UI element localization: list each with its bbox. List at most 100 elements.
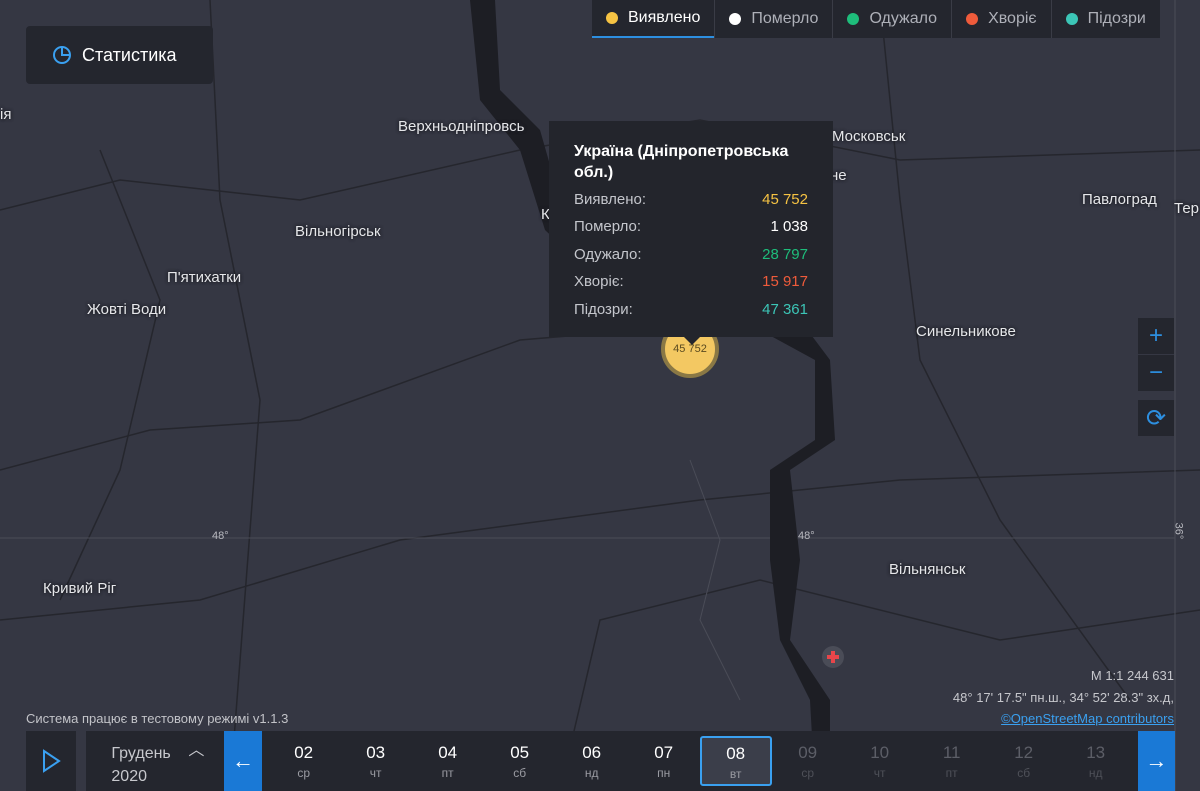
day-weekday: ср: [297, 766, 311, 780]
map-label: К: [541, 206, 550, 223]
legend-tab[interactable]: Виявлено: [592, 0, 715, 38]
tooltip-row-value: 15 917: [762, 273, 808, 291]
day-number: 02: [294, 743, 314, 762]
map-label: П'ятихатки: [167, 269, 242, 286]
map-label: Синельникове: [916, 323, 1016, 340]
tooltip-row-value: 47 361: [762, 300, 808, 318]
legend-dot-icon: [847, 13, 860, 25]
map-label: Верхньодніпровсь: [398, 118, 525, 135]
next-days-button[interactable]: →: [1137, 731, 1175, 791]
timeline: Грудень 2020 ︿ ← 02 ср 03 чт 04 пт 05 сб 06 нд 07 п…: [26, 731, 1175, 791]
map-label: не: [830, 167, 847, 184]
play-icon: [43, 749, 62, 773]
day-weekday: пт: [441, 766, 454, 780]
map-label: Кривий Ріг: [43, 580, 117, 597]
map-label: Вільнянськ: [889, 561, 966, 578]
osm-attribution-link[interactable]: ©OpenStreetMap contributors: [1001, 711, 1174, 726]
day-item[interactable]: 02 ср: [268, 731, 340, 791]
map-label: Вільногірськ: [295, 223, 381, 240]
legend-label: Померло: [751, 10, 819, 27]
tooltip-row-label: Підозри:: [574, 300, 633, 318]
tooltip-row-label: Виявлено:: [574, 191, 647, 208]
day-item[interactable]: 05 сб: [484, 731, 556, 791]
day-number: 13: [1086, 743, 1106, 762]
day-number: 08: [726, 744, 746, 763]
day-number: 04: [438, 743, 458, 762]
day-number: 11: [942, 743, 961, 762]
day-item[interactable]: 13 нд: [1060, 731, 1132, 791]
tooltip-row-value: 28 797: [762, 245, 808, 263]
cursor-coordinates: 48° 17' 17.5" пн.ш., 34° 52' 28.3" зх.д,: [952, 690, 1174, 705]
grid-label: 36°: [1172, 522, 1185, 540]
legend-tab[interactable]: Підозри: [1050, 0, 1160, 38]
grid-label: 48°: [798, 530, 815, 542]
day-weekday: вт: [729, 767, 742, 781]
map-label: ія: [0, 106, 12, 123]
legend-tab[interactable]: Хворіє: [951, 0, 1051, 38]
tooltip-row-label: Померло:: [574, 218, 642, 236]
map-label: Тер: [1174, 200, 1200, 217]
zoom-in-button[interactable]: +: [1138, 318, 1174, 354]
map-label: Павлоград: [1082, 191, 1157, 208]
tooltip-row: Виявлено: 45 752: [574, 191, 808, 218]
day-item[interactable]: 07 пн: [628, 731, 700, 791]
tooltip-row-value: 1 038: [770, 218, 808, 236]
day-weekday: сб: [1017, 766, 1031, 780]
day-item[interactable]: 12 сб: [988, 731, 1060, 791]
tooltip-title: Україна (Дніпропетровська обл.): [574, 143, 789, 181]
day-number: 06: [582, 743, 602, 762]
arrow-right-icon: →: [1145, 748, 1168, 773]
statistics-button[interactable]: Статистика: [26, 26, 213, 84]
grid-label: 48°: [212, 530, 229, 542]
legend-dot-icon: [966, 13, 979, 25]
region-tooltip: Україна (Дніпропетровська обл.) Виявлено…: [549, 121, 833, 345]
tooltip-row-label: Хворіє:: [574, 273, 624, 291]
map-label: Московськ: [832, 128, 906, 145]
day-weekday: чт: [369, 766, 382, 780]
legend-dot-icon: [606, 12, 618, 24]
refresh-button[interactable]: ⟳: [1138, 400, 1174, 436]
tooltip-row: Померло: 1 038: [574, 218, 808, 245]
statistics-label: Статистика: [82, 44, 177, 65]
day-weekday: пт: [945, 766, 958, 780]
tooltip-row-value: 45 752: [762, 191, 808, 208]
day-number: 05: [510, 743, 530, 762]
day-item[interactable]: 08 вт: [699, 736, 772, 786]
day-weekday: нд: [584, 766, 599, 780]
day-item[interactable]: 06 нд: [556, 731, 628, 791]
legend-label: Підозри: [1087, 10, 1146, 27]
tooltip-row-label: Одужало:: [574, 245, 642, 263]
day-item[interactable]: 04 пт: [412, 731, 484, 791]
legend-tabs: Виявлено Померло Одужало Хворіє Підозри: [592, 0, 1160, 38]
chevron-up-icon: ︿: [188, 742, 205, 759]
day-number: 09: [798, 743, 818, 762]
day-number: 12: [1014, 743, 1034, 762]
day-number: 03: [366, 743, 386, 762]
day-weekday: чт: [873, 766, 886, 780]
play-button[interactable]: [26, 731, 77, 791]
map-label: Жовті Води: [87, 301, 167, 318]
day-item[interactable]: 10 чт: [844, 731, 916, 791]
year-label: 2020: [111, 768, 147, 785]
tooltip-row: Хворіє: 15 917: [574, 273, 808, 300]
day-item[interactable]: 03 чт: [340, 731, 412, 791]
prev-days-button[interactable]: ←: [224, 731, 262, 791]
day-weekday: сб: [513, 766, 527, 780]
zoom-out-button[interactable]: −: [1138, 355, 1174, 391]
legend-tab[interactable]: Одужало: [832, 0, 951, 38]
day-item[interactable]: 11 пт: [916, 731, 988, 791]
day-weekday: пн: [657, 766, 671, 780]
day-item[interactable]: 09 ср: [772, 731, 844, 791]
test-mode-notice: Система працює в тестовому режимі v1.1.3: [26, 711, 289, 726]
legend-tab[interactable]: Померло: [714, 0, 832, 38]
month-selector[interactable]: Грудень 2020 ︿: [86, 731, 225, 791]
map-scale: M 1:1 244 631: [1090, 668, 1174, 683]
legend-dot-icon: [729, 13, 742, 25]
pie-chart-icon: [53, 46, 71, 64]
legend-dot-icon: [1065, 13, 1078, 25]
month-label: Грудень: [111, 745, 171, 762]
legend-label: Виявлено: [628, 9, 701, 26]
legend-label: Одужало: [869, 10, 938, 27]
day-number: 10: [870, 743, 890, 762]
